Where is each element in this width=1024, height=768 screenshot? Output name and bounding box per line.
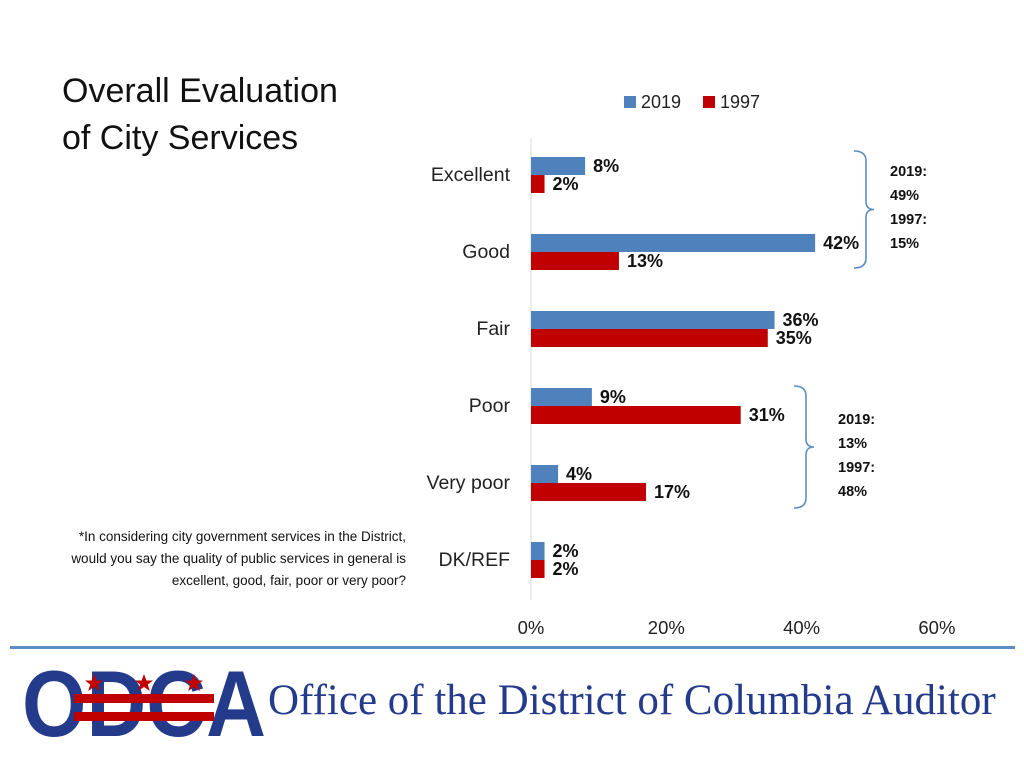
bracket-note-negative: 2019: 13% 1997: 48% <box>838 408 875 504</box>
data-label-1997-poor: 31% <box>749 405 785 425</box>
data-label-1997-fair: 35% <box>776 328 812 348</box>
bar-chart: 2019 1997 Excellent 8% 2% Good 42% 13% Fair 36%35… <box>427 92 956 638</box>
category-label-excellent: Excellent <box>431 164 511 186</box>
logo-stars <box>85 674 203 691</box>
positive-2019-value: 49% <box>890 188 920 204</box>
bar-2019-fair <box>531 311 775 329</box>
negative-2019-label: 2019: <box>838 412 876 428</box>
survey-question-footnote: *In considering city government services… <box>71 529 406 588</box>
bar-1997-very-poor <box>531 483 647 501</box>
positive-1997-value: 15% <box>890 236 920 252</box>
bar-2019-good <box>531 234 816 252</box>
logo-stripe-2 <box>74 712 214 721</box>
category-label-very-poor: Very poor <box>427 472 511 494</box>
logo-star-1 <box>85 674 103 691</box>
legend-label-1997: 1997 <box>720 92 760 112</box>
bracket-positive <box>853 150 875 269</box>
bar-1997-dk-ref <box>531 560 545 578</box>
logo-star-2 <box>135 674 153 691</box>
x-tick-label-0: 0% <box>518 617 545 638</box>
data-label-2019-dk-ref: 2% <box>553 541 579 561</box>
bracket-note-positive: 2019: 49% 1997: 15% <box>890 160 927 256</box>
logo-star-3 <box>185 674 203 691</box>
legend-swatch-2019 <box>624 96 636 108</box>
x-tick-label-20: 20% <box>648 617 685 638</box>
title-line-1: Overall Evaluation <box>62 72 338 110</box>
bar-2019-poor <box>531 388 592 406</box>
category-label-fair: Fair <box>476 318 510 340</box>
bar-2019-excellent <box>531 157 586 175</box>
x-tick-label-60: 60% <box>918 617 955 638</box>
bar-1997-good <box>531 252 619 270</box>
data-label-2019-excellent: 8% <box>593 156 619 176</box>
category-label-poor: Poor <box>469 395 511 417</box>
office-name: Office of the District of Columbia Audit… <box>268 677 996 724</box>
bar-1997-fair <box>531 329 768 347</box>
chart-title: Overall Evaluation of City Services <box>62 68 402 162</box>
bar-1997-poor <box>531 406 741 424</box>
data-label-1997-dk-ref: 2% <box>553 559 579 579</box>
data-label-1997-very-poor: 17% <box>654 482 690 502</box>
x-tick-label-40: 40% <box>783 617 820 638</box>
bar-2019-dk-ref <box>531 542 545 560</box>
data-label-2019-poor: 9% <box>600 387 626 407</box>
logo-stripe-1 <box>74 694 214 703</box>
title-line-2: of City Services <box>62 119 299 157</box>
negative-1997-value: 48% <box>838 484 868 500</box>
bar-2019-very-poor <box>531 465 559 483</box>
data-label-1997-excellent: 2% <box>553 174 579 194</box>
negative-2019-value: 13% <box>838 436 868 452</box>
legend-label-2019: 2019 <box>641 92 681 112</box>
data-label-1997-good: 13% <box>627 251 663 271</box>
bar-1997-excellent <box>531 175 545 193</box>
footer-divider <box>10 646 1015 649</box>
data-label-2019-good: 42% <box>823 233 859 253</box>
positive-2019-label: 2019: <box>890 164 928 180</box>
category-label-good: Good <box>462 241 510 263</box>
legend-swatch-1997 <box>703 96 715 108</box>
negative-1997-label: 1997: <box>838 460 876 476</box>
odca-logo: ODCA <box>22 660 266 746</box>
category-label-dk-ref: DK/REF <box>438 549 510 571</box>
data-label-2019-very-poor: 4% <box>566 464 592 484</box>
data-label-2019-fair: 36% <box>783 310 819 330</box>
positive-1997-label: 1997: <box>890 212 928 228</box>
bracket-negative <box>793 385 815 509</box>
